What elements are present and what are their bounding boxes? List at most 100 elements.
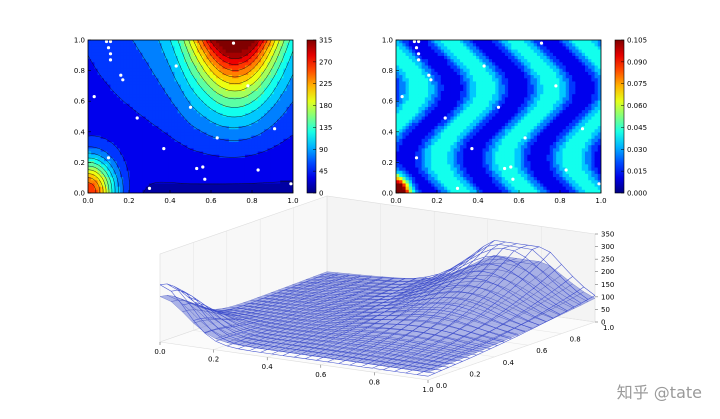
contour-cell (174, 103, 179, 108)
contour-cell (267, 62, 272, 67)
contour-cell (116, 59, 121, 63)
contour-cell (168, 119, 172, 124)
contour-cell (209, 94, 214, 98)
contour-cell (428, 52, 432, 57)
contour-cell (267, 164, 272, 169)
contour-cell (219, 119, 224, 124)
contour-cell (200, 186, 204, 191)
contour-cell (476, 71, 480, 76)
contour-cell (283, 59, 288, 63)
contour-cell (219, 129, 224, 134)
contour-cell (444, 110, 448, 114)
contour-cell (267, 59, 272, 63)
sample-points-1 (92, 39, 293, 190)
contour-cell (273, 78, 278, 83)
contour-cell (120, 59, 124, 63)
contour-cell (145, 122, 150, 127)
contour-cell (88, 113, 92, 118)
contour-cell (206, 97, 211, 102)
contour-cell (91, 142, 95, 146)
contour-cell (469, 116, 474, 121)
contour-cell (235, 91, 240, 95)
contour-cell (100, 126, 105, 130)
contour-cell (396, 122, 400, 127)
contour-cell (161, 167, 166, 172)
contour-cell (264, 122, 268, 127)
contour-cell (421, 94, 426, 98)
sample-point (273, 127, 277, 131)
contour-cell (440, 52, 445, 57)
contour-cell (126, 151, 131, 156)
contour-cell (104, 84, 108, 89)
contour-cell (460, 164, 464, 169)
contour-cell (136, 157, 140, 162)
contour-cell (145, 119, 150, 124)
contour-cell (139, 164, 144, 169)
contour-cell (286, 129, 291, 134)
colorbar-tick-label: 45 (319, 168, 328, 176)
contour-cell (113, 122, 118, 127)
contour-cell (219, 113, 224, 118)
contour-cell (219, 75, 224, 79)
contour-cell (251, 103, 256, 108)
contour-cell (184, 84, 188, 89)
contour-cell (469, 154, 474, 159)
contour-cell (421, 148, 426, 153)
contour-cell (492, 59, 496, 63)
contour-cell (222, 167, 227, 172)
contour-cell (216, 119, 220, 124)
contour-cell (289, 183, 293, 188)
contour-cell (126, 177, 131, 181)
contour-cell (437, 173, 442, 178)
contour-cell (126, 49, 131, 54)
contour-cell (168, 135, 172, 140)
contour-cell (424, 103, 429, 108)
contour-cell (110, 43, 115, 47)
contour-cell (168, 46, 172, 51)
contour-cell (408, 59, 413, 63)
contour-cell (190, 135, 195, 140)
contour-cell (488, 177, 493, 181)
contour-cell (158, 55, 163, 60)
contour-cell (402, 148, 407, 153)
contour-cell (456, 154, 461, 159)
contour-cell (504, 55, 509, 60)
contour-cell (482, 177, 487, 181)
contour-cell (440, 170, 445, 175)
contour-cell (405, 129, 410, 134)
contour-cell (408, 173, 413, 178)
contour-cell (283, 116, 288, 121)
contour-cell (232, 129, 236, 134)
contour-cell (145, 151, 150, 156)
contour-cell (184, 46, 188, 51)
contour-cell (164, 186, 169, 191)
contour-cell (238, 119, 243, 124)
contour-cell (396, 52, 400, 57)
contour-cell (187, 161, 192, 165)
contour-cell (171, 116, 176, 121)
contour-cell (504, 106, 509, 111)
contour-cell (222, 43, 227, 47)
contour-cell (456, 170, 461, 175)
contour-cell (174, 151, 179, 156)
contour-cell (260, 157, 265, 162)
contour-cell (408, 177, 413, 181)
contour-cell (132, 177, 137, 181)
contour-cell (110, 91, 115, 95)
contour-cell (212, 177, 217, 181)
contour-cell (472, 145, 477, 149)
contour-cell (289, 119, 293, 124)
contour-cell (94, 84, 99, 89)
contour-cell (225, 59, 230, 63)
contour-cell (257, 138, 262, 143)
contour-cell (286, 122, 291, 127)
contour-cell (495, 113, 500, 118)
contour-cell (123, 59, 128, 63)
contour-cell (472, 68, 477, 73)
contour-cell (421, 40, 426, 44)
contour-cell (158, 91, 163, 95)
contour-cell (428, 138, 432, 143)
contour-cell (412, 68, 416, 73)
contour-cell (248, 81, 252, 86)
contour-cell (405, 135, 410, 140)
